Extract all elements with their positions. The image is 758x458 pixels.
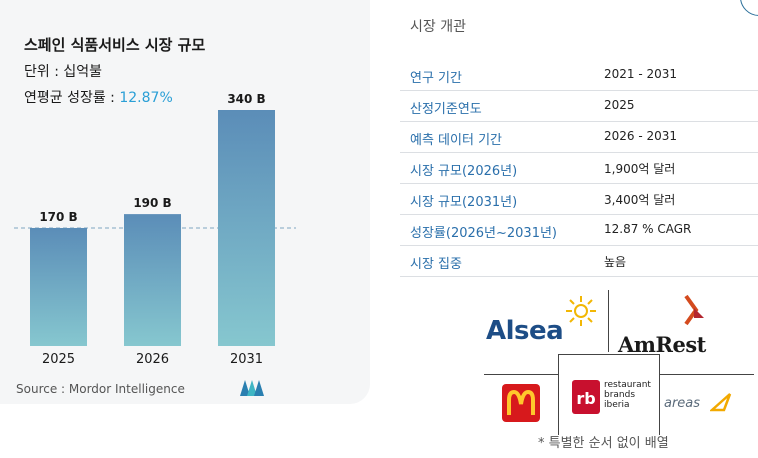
overview-row-value: 12.87 % CAGR (604, 222, 692, 236)
overview-row-value: 2021 - 2031 (604, 67, 678, 81)
rbi-text-line: brands (604, 390, 636, 400)
unit-label: 단위 : 십억불 (24, 64, 103, 80)
amrest-logo-text: AmRest (618, 332, 706, 357)
bar (124, 214, 181, 346)
corner-circle-icon (740, 0, 758, 16)
cagr-value: 12.87% (119, 90, 173, 106)
source-text: Source : Mordor Intelligence (16, 382, 185, 396)
overview-row-value: 3,400억 달러 (604, 193, 676, 207)
overview-row: 연구 기간 2021 - 2031 (400, 60, 758, 91)
rbi-text-line: restaurant (604, 380, 651, 390)
chart-title: 스페인 식품서비스 시장 규모 (24, 36, 206, 54)
areas-logo-text: areas (664, 396, 701, 411)
rbi-text-line: iberia (604, 400, 630, 410)
x-tick-label: 2031 (230, 352, 263, 367)
amrest-flame-icon (684, 294, 704, 326)
overview-row-value: 2026 - 2031 (604, 129, 678, 143)
overview-row-value: 1,900억 달러 (604, 162, 676, 176)
cagr-label: 연평균 성장률 : 12.87% (24, 87, 173, 107)
x-tick-label: 2025 (42, 352, 75, 367)
bar (218, 110, 275, 346)
overview-row-key: 시장 집중 (410, 257, 462, 272)
svg-text:rb: rb (576, 389, 595, 408)
x-tick-label: 2026 (136, 352, 169, 367)
mcdonalds-arches-icon (507, 389, 535, 415)
bar (30, 228, 87, 346)
overview-row: 산정기준연도 2025 (400, 91, 758, 122)
rbi-logo-text: restaurant brands iberia (604, 380, 651, 410)
mcdonalds-logo (502, 384, 540, 422)
bar-data-label: 340 B (227, 92, 265, 106)
cagr-label-text: 연평균 성장률 : (24, 90, 120, 106)
ordering-note: * 특별한 순서 없이 배열 (538, 436, 669, 451)
bar-data-label: 170 B (39, 210, 77, 224)
divider (608, 290, 609, 352)
overview-row-value: 높음 (604, 255, 627, 269)
key-players-logos: Alsea AmRest rb restaurant brands iberia… (480, 288, 758, 438)
areas-triangle-icon (710, 393, 732, 412)
overview-row-key: 성장률(2026년~2031년) (410, 226, 558, 241)
overview-row-key: 산정기준연도 (410, 102, 482, 117)
bar-chart: 170 B 2025 190 B 2026 340 B 2031 (14, 92, 296, 367)
overview-table: 연구 기간 2021 - 2031 산정기준연도 2025 예측 데이터 기간 2026 … (400, 60, 758, 277)
overview-title: 시장 개관 (410, 19, 466, 35)
rbi-logo-icon: rb (572, 380, 600, 414)
overview-row: 성장률(2026년~2031년) 12.87 % CAGR (400, 215, 758, 246)
overview-row: 시장 규모(2026년) 1,900억 달러 (400, 153, 758, 184)
market-size-card: 스페인 식품서비스 시장 규모 단위 : 십억불 연평균 성장률 : 12.87… (0, 0, 370, 404)
mordor-logo-icon (240, 380, 264, 396)
overview-row: 시장 규모(2031년) 3,400억 달러 (400, 184, 758, 215)
overview-row-key: 시장 규모(2026년) (410, 164, 518, 179)
alsea-sun-icon (566, 296, 596, 326)
overview-row-key: 예측 데이터 기간 (410, 133, 502, 148)
overview-row: 예측 데이터 기간 2026 - 2031 (400, 122, 758, 153)
bar-data-label: 190 B (133, 196, 171, 210)
overview-row-value: 2025 (604, 98, 635, 112)
alsea-logo-text: Alsea (486, 316, 564, 346)
overview-row: 시장 집중 높음 (400, 246, 758, 277)
overview-row-key: 연구 기간 (410, 71, 462, 86)
overview-row-key: 시장 규모(2031년) (410, 195, 518, 210)
